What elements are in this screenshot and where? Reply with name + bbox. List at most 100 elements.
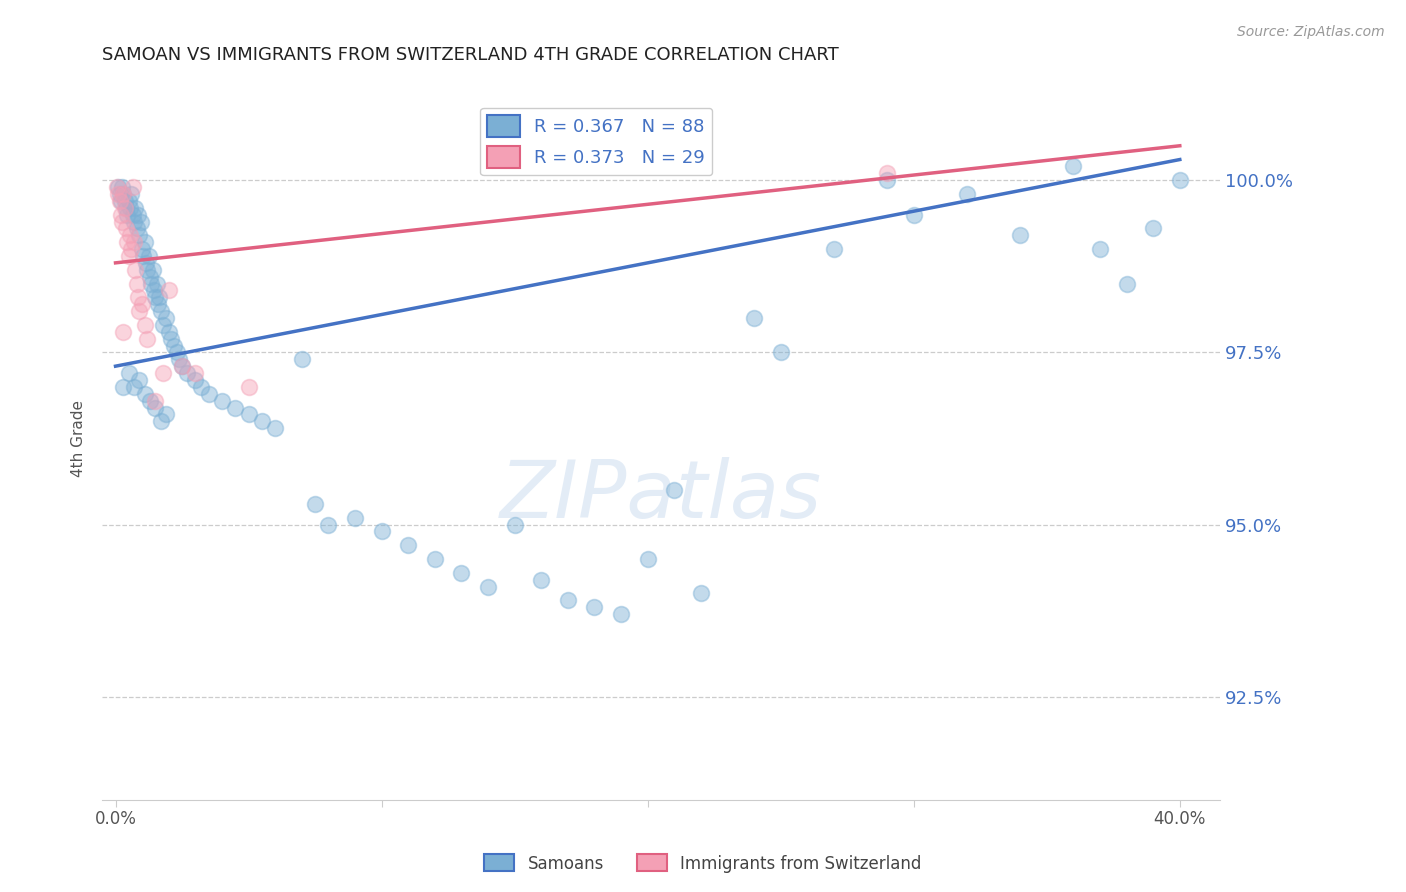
Point (145, 393, 167, 408)
Point (184, 373, 207, 387)
Point (120, 201, 142, 215)
Point (134, 386, 156, 401)
Point (155, 310, 177, 325)
Point (112, 380, 135, 394)
Point (121, 208, 143, 222)
Point (117, 235, 139, 250)
Point (128, 373, 150, 387)
Point (184, 366, 207, 380)
Point (1088, 242, 1111, 256)
Point (118, 194, 141, 208)
Point (136, 262, 159, 277)
Point (610, 607, 633, 622)
Point (477, 580, 499, 594)
Point (145, 277, 167, 291)
Point (112, 186, 135, 201)
Point (170, 359, 193, 374)
Point (250, 414, 273, 428)
Point (291, 352, 314, 367)
Point (112, 186, 135, 201)
Point (450, 566, 472, 580)
Point (107, 180, 129, 194)
Point (742, 310, 765, 325)
Point (135, 256, 157, 270)
Point (903, 208, 925, 222)
Point (169, 352, 191, 367)
Point (876, 173, 898, 187)
Point (304, 497, 326, 511)
Point (689, 586, 711, 600)
Point (111, 180, 134, 194)
Point (143, 284, 166, 298)
Text: ZIPatlas: ZIPatlas (501, 458, 823, 535)
Point (530, 573, 553, 587)
Point (111, 214, 134, 228)
Point (105, 180, 128, 194)
Y-axis label: 4th Grade: 4th Grade (72, 400, 86, 477)
Point (1168, 173, 1191, 187)
Point (318, 517, 340, 532)
Point (110, 208, 132, 222)
Point (152, 318, 174, 332)
Point (343, 510, 366, 524)
Point (121, 242, 143, 256)
Point (122, 380, 145, 394)
Point (160, 332, 183, 346)
Point (238, 408, 260, 422)
Point (664, 483, 686, 498)
Point (118, 249, 141, 263)
Point (127, 290, 149, 304)
Point (122, 214, 145, 228)
Point (120, 228, 142, 243)
Point (152, 366, 174, 380)
Point (238, 380, 260, 394)
Point (557, 593, 579, 607)
Point (124, 201, 146, 215)
Point (108, 194, 131, 208)
Point (122, 235, 145, 250)
Point (503, 517, 526, 532)
Point (121, 186, 143, 201)
Point (166, 345, 188, 359)
Point (823, 242, 845, 256)
Point (115, 201, 138, 215)
Text: SAMOAN VS IMMIGRANTS FROM SWITZERLAND 4TH GRADE CORRELATION CHART: SAMOAN VS IMMIGRANTS FROM SWITZERLAND 4T… (103, 46, 839, 64)
Point (145, 401, 167, 415)
Point (129, 214, 152, 228)
Point (142, 262, 165, 277)
Point (148, 290, 170, 304)
Point (149, 304, 172, 318)
Point (149, 414, 172, 428)
Text: 40.0%: 40.0% (1153, 811, 1206, 829)
Legend: Samoans, Immigrants from Switzerland: Samoans, Immigrants from Switzerland (478, 847, 928, 880)
Point (117, 208, 139, 222)
Point (157, 325, 180, 339)
Point (128, 228, 150, 243)
Point (637, 552, 659, 566)
Point (132, 249, 155, 263)
Point (1010, 228, 1032, 243)
Point (134, 235, 156, 250)
Point (108, 186, 131, 201)
Point (114, 201, 136, 215)
Point (157, 284, 180, 298)
Point (769, 345, 792, 359)
Point (139, 269, 162, 284)
Point (125, 277, 148, 291)
Point (583, 600, 606, 615)
Text: 0.0%: 0.0% (94, 811, 136, 829)
Point (211, 393, 233, 408)
Point (121, 180, 143, 194)
Point (190, 380, 212, 394)
Point (128, 304, 150, 318)
Point (118, 366, 141, 380)
Point (1115, 277, 1137, 291)
Point (124, 262, 146, 277)
Point (876, 166, 898, 180)
Point (396, 538, 419, 552)
Point (134, 318, 156, 332)
Point (136, 332, 159, 346)
Point (141, 277, 163, 291)
Point (176, 366, 198, 380)
Point (423, 552, 446, 566)
